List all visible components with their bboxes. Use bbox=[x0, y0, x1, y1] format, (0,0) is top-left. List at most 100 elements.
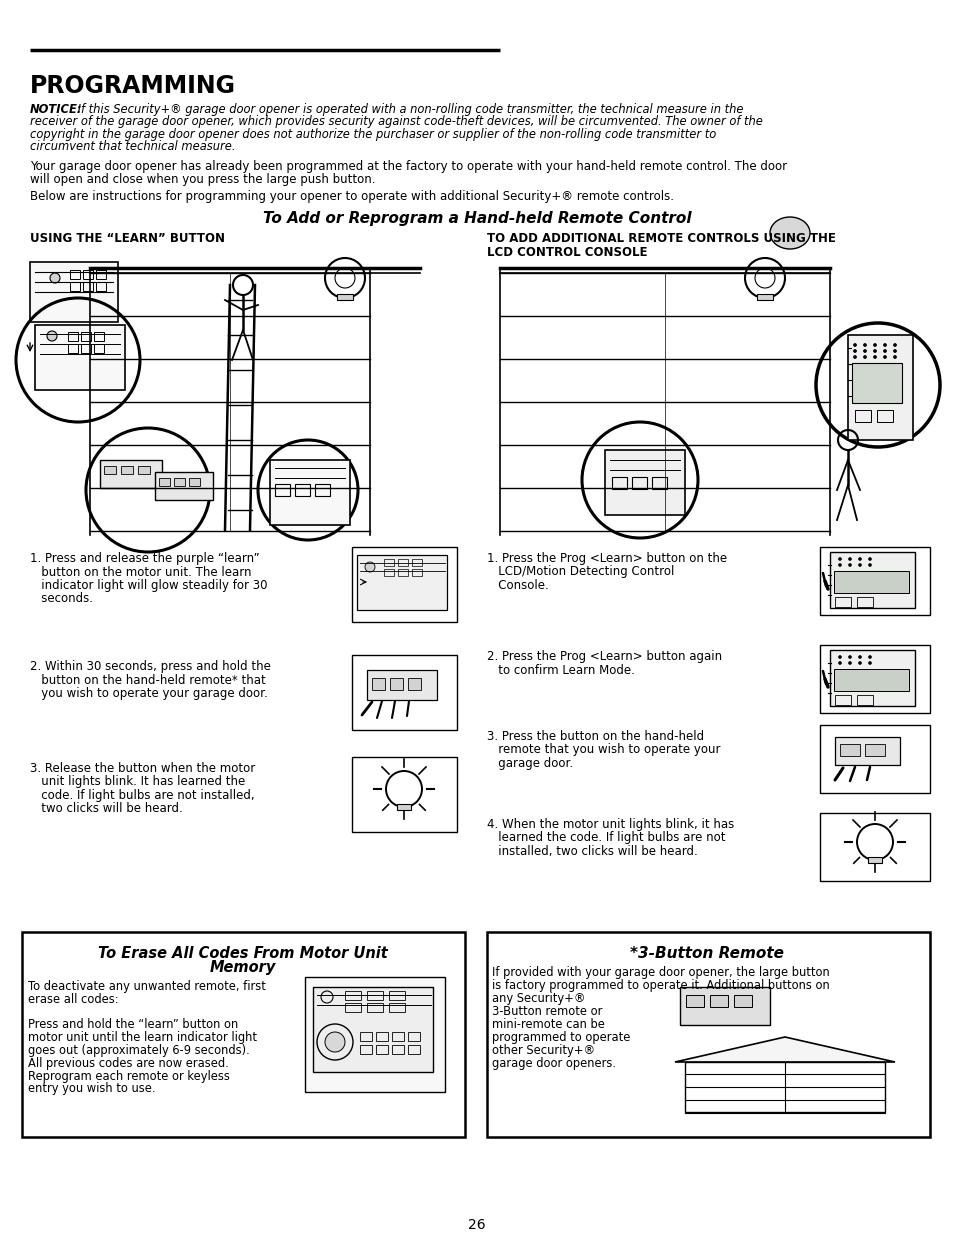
Bar bbox=[854, 410, 870, 422]
Bar bbox=[375, 1032, 388, 1041]
Circle shape bbox=[847, 557, 851, 561]
Text: *3-Button Remote: *3-Button Remote bbox=[629, 946, 783, 961]
Bar bbox=[612, 477, 626, 489]
Bar bbox=[390, 678, 402, 690]
Bar bbox=[138, 466, 150, 474]
Circle shape bbox=[50, 273, 60, 283]
Bar bbox=[367, 671, 436, 700]
Text: garage door openers.: garage door openers. bbox=[492, 1057, 616, 1070]
Circle shape bbox=[867, 656, 871, 658]
Text: Below are instructions for programming your opener to operate with additional Se: Below are instructions for programming y… bbox=[30, 190, 673, 203]
Text: TO ADD ADDITIONAL REMOTE CONTROLS USING THE: TO ADD ADDITIONAL REMOTE CONTROLS USING … bbox=[486, 232, 835, 245]
Bar bbox=[408, 678, 420, 690]
Bar bbox=[22, 932, 464, 1137]
Bar bbox=[604, 450, 684, 515]
Circle shape bbox=[882, 350, 885, 352]
Text: 2. Within 30 seconds, press and hold the: 2. Within 30 seconds, press and hold the bbox=[30, 659, 271, 673]
Bar bbox=[834, 597, 850, 606]
Circle shape bbox=[858, 563, 861, 567]
Circle shape bbox=[838, 557, 841, 561]
Bar bbox=[833, 571, 908, 593]
Bar bbox=[412, 559, 421, 566]
Bar bbox=[94, 345, 104, 353]
Text: garage door.: garage door. bbox=[486, 757, 573, 769]
Bar bbox=[314, 484, 330, 496]
Text: erase all codes:: erase all codes: bbox=[28, 993, 118, 1005]
Bar bbox=[96, 270, 106, 279]
Text: If provided with your garage door opener, the large button: If provided with your garage door opener… bbox=[492, 966, 829, 979]
Bar bbox=[856, 695, 872, 705]
Bar bbox=[679, 987, 769, 1025]
Ellipse shape bbox=[769, 217, 809, 249]
Text: Console.: Console. bbox=[486, 579, 548, 592]
Text: code. If light bulbs are not installed,: code. If light bulbs are not installed, bbox=[30, 789, 254, 802]
Text: goes out (approximately 6-9 seconds).: goes out (approximately 6-9 seconds). bbox=[28, 1044, 250, 1057]
Bar bbox=[30, 262, 118, 322]
Bar bbox=[757, 294, 772, 300]
Text: any Security+®: any Security+® bbox=[492, 992, 585, 1005]
Bar bbox=[359, 1032, 372, 1041]
Bar bbox=[392, 1045, 403, 1053]
Bar bbox=[820, 547, 929, 615]
Bar bbox=[389, 990, 405, 1000]
Text: receiver of the garage door opener, which provides security against code-theft d: receiver of the garage door opener, whic… bbox=[30, 116, 762, 128]
Bar bbox=[834, 695, 850, 705]
Bar bbox=[70, 282, 80, 291]
Bar bbox=[352, 757, 456, 832]
Bar bbox=[829, 552, 914, 608]
Text: indicator light will glow steadily for 30: indicator light will glow steadily for 3… bbox=[30, 579, 267, 592]
Text: you wish to operate your garage door.: you wish to operate your garage door. bbox=[30, 687, 268, 700]
Text: 2. Press the Prog <Learn> button again: 2. Press the Prog <Learn> button again bbox=[486, 650, 721, 663]
Text: 1. Press the Prog <Learn> button on the: 1. Press the Prog <Learn> button on the bbox=[486, 552, 726, 564]
Bar bbox=[733, 995, 751, 1007]
Bar bbox=[834, 737, 899, 764]
Circle shape bbox=[838, 656, 841, 658]
Text: seconds.: seconds. bbox=[30, 593, 92, 605]
Bar bbox=[352, 655, 456, 730]
Circle shape bbox=[882, 343, 885, 347]
Circle shape bbox=[325, 1032, 345, 1052]
Bar bbox=[345, 1003, 360, 1011]
Bar bbox=[397, 569, 408, 576]
Bar bbox=[83, 282, 92, 291]
Bar bbox=[305, 977, 444, 1092]
Bar bbox=[384, 569, 394, 576]
Text: Press and hold the “learn” button on: Press and hold the “learn” button on bbox=[28, 1019, 238, 1031]
Bar bbox=[104, 466, 116, 474]
Bar bbox=[396, 804, 411, 810]
Bar bbox=[96, 282, 106, 291]
Bar bbox=[83, 270, 92, 279]
Circle shape bbox=[893, 356, 896, 358]
Text: NOTICE:: NOTICE: bbox=[30, 103, 82, 116]
Text: entry you wish to use.: entry you wish to use. bbox=[28, 1082, 155, 1095]
Bar bbox=[94, 332, 104, 341]
Text: to confirm Learn Mode.: to confirm Learn Mode. bbox=[486, 663, 634, 677]
Bar bbox=[294, 484, 310, 496]
Circle shape bbox=[853, 343, 856, 347]
Circle shape bbox=[853, 350, 856, 352]
Text: LCD/Motion Detecting Control: LCD/Motion Detecting Control bbox=[486, 566, 674, 578]
Polygon shape bbox=[675, 1037, 894, 1062]
Bar bbox=[820, 813, 929, 881]
Text: two clicks will be heard.: two clicks will be heard. bbox=[30, 803, 183, 815]
Bar bbox=[159, 478, 170, 487]
Bar bbox=[384, 559, 394, 566]
Text: LCD CONTROL CONSOLE: LCD CONTROL CONSOLE bbox=[486, 246, 647, 259]
Bar bbox=[35, 325, 125, 390]
Text: motor unit until the learn indicator light: motor unit until the learn indicator lig… bbox=[28, 1031, 256, 1045]
Bar bbox=[70, 270, 80, 279]
Text: 1. Press and release the purple “learn”: 1. Press and release the purple “learn” bbox=[30, 552, 259, 564]
Text: will open and close when you press the large push button.: will open and close when you press the l… bbox=[30, 173, 375, 186]
Bar bbox=[359, 1045, 372, 1053]
Circle shape bbox=[847, 563, 851, 567]
Bar bbox=[356, 555, 447, 610]
Bar bbox=[270, 459, 350, 525]
Circle shape bbox=[853, 356, 856, 358]
Bar bbox=[81, 332, 91, 341]
Circle shape bbox=[365, 562, 375, 572]
Text: To Erase All Codes From Motor Unit: To Erase All Codes From Motor Unit bbox=[98, 946, 388, 961]
Bar bbox=[274, 484, 290, 496]
Bar bbox=[408, 1045, 419, 1053]
Bar bbox=[121, 466, 132, 474]
Bar bbox=[352, 547, 456, 622]
